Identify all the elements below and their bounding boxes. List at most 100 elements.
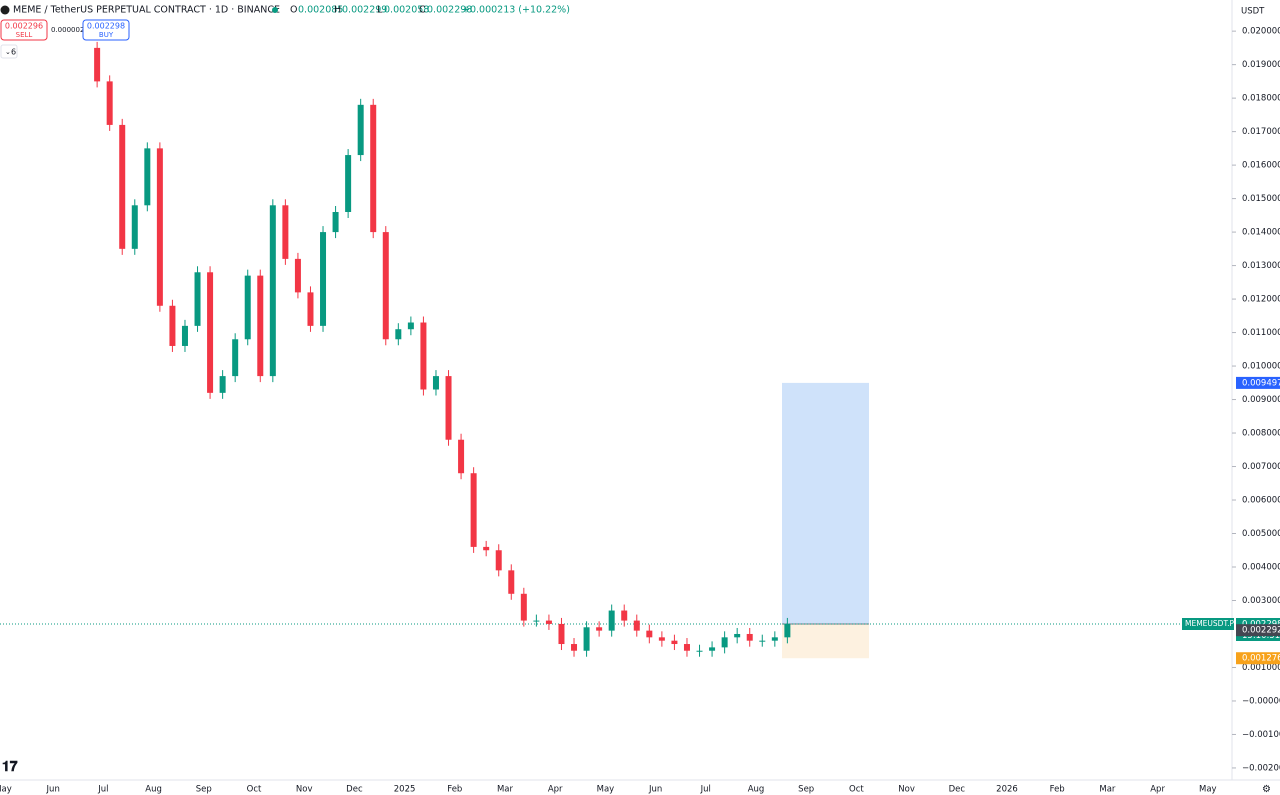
target-tag: 0.009497: [1242, 378, 1280, 388]
buy-button[interactable]: [82, 19, 130, 41]
tv-logo[interactable]: 𝟏𝟕: [2, 759, 18, 775]
y-tick-label: 0.015000: [1242, 194, 1280, 204]
candle-body: [545, 620, 552, 624]
settings-icon[interactable]: ⚙: [1262, 784, 1271, 795]
x-tick-label: Feb: [447, 785, 462, 795]
x-tick-label: Feb: [1050, 785, 1065, 795]
candle-body: [621, 610, 628, 621]
ohlc-open: 0.002085: [298, 5, 343, 16]
candle-body: [194, 272, 201, 326]
y-tick-label: 0.014000: [1242, 228, 1280, 238]
x-tick-label: 2026: [996, 785, 1018, 795]
y-tick-label: 0.019000: [1242, 60, 1280, 70]
x-tick-label: Mar: [497, 785, 514, 795]
candle-body: [207, 272, 214, 393]
buy-label[interactable]: BUY: [99, 31, 114, 39]
candle-body: [294, 258, 301, 293]
candle-body: [119, 124, 126, 249]
candle-body: [445, 376, 452, 440]
candle-body: [633, 620, 640, 631]
market-status: [272, 7, 278, 13]
x-tick-label: Apr: [548, 785, 563, 795]
x-tick-label: May: [597, 785, 615, 795]
candle-body: [608, 610, 615, 631]
ohlc-close: 0.002298: [427, 5, 472, 16]
y-tick-label: 0.004000: [1242, 562, 1280, 572]
candle-body: [232, 339, 239, 377]
y-tick-label: 0.001000: [1242, 663, 1280, 673]
ohlc-h: H: [334, 5, 341, 16]
plot-area: [0, 41, 1232, 659]
sell-price[interactable]: 0.002296: [5, 22, 43, 31]
candle-body: [181, 325, 188, 346]
x-tick-label: Oct: [247, 785, 262, 795]
y-tick-label: 0.011000: [1242, 328, 1280, 338]
x-tick-label: Dec: [949, 785, 966, 795]
sell-label[interactable]: SELL: [16, 31, 33, 39]
symbol-tag-bg: [1182, 618, 1234, 630]
buy-price[interactable]: 0.002298: [87, 22, 125, 31]
candle-body: [357, 104, 364, 156]
ohlc-high: 0.002299: [342, 5, 387, 16]
candle-body: [382, 232, 389, 340]
candle-body: [558, 623, 565, 645]
ohlc-change: +0.000213 (+10.22%): [462, 5, 570, 16]
y-tick-label: 0.008000: [1242, 429, 1280, 439]
candle-body: [370, 104, 377, 233]
ohlc-low: 0.002058: [384, 5, 429, 16]
candle-body: [746, 633, 753, 641]
candle-body: [508, 570, 515, 594]
ohlc-o: O: [290, 5, 297, 16]
candle-body: [658, 637, 665, 641]
candle-body: [345, 155, 352, 212]
x-tick-label: Dec: [346, 785, 363, 795]
candle-body: [495, 550, 502, 571]
x-tick-label: Jul: [700, 785, 711, 795]
candle-body: [571, 644, 578, 651]
loss-zone: [782, 624, 869, 659]
symbol-title[interactable]: MEME / TetherUS PERPETUAL CONTRACT · 1D …: [13, 5, 280, 16]
candle-body: [244, 275, 251, 340]
candle-body: [156, 148, 163, 306]
candle-body: [759, 640, 766, 642]
sell-button[interactable]: [0, 19, 48, 41]
candle-body: [320, 232, 327, 326]
y-tick-label: 0.018000: [1242, 94, 1280, 104]
y-tick-label: 0.006000: [1242, 496, 1280, 506]
x-tick-label: Nov: [296, 785, 313, 795]
candle-body: [395, 329, 402, 340]
currency-label[interactable]: USDT: [1241, 7, 1265, 17]
symbol-icon: [0, 5, 10, 15]
candle-body: [94, 47, 101, 82]
y-tick-label: 0.010000: [1242, 362, 1280, 372]
candle-body: [106, 81, 113, 125]
y-tick-label: 0.012000: [1242, 295, 1280, 305]
bid-tag-bg: [1236, 624, 1280, 637]
x-tick-label: Mar: [1099, 785, 1116, 795]
indicators-count[interactable]: 6: [11, 48, 16, 57]
candle-body: [696, 650, 703, 652]
candle-body: [721, 637, 728, 648]
y-tick-label: 0.003000: [1242, 596, 1280, 606]
ohlc-l: L: [377, 5, 383, 16]
candle-body: [420, 322, 427, 390]
x-tick-label: Sep: [798, 785, 814, 795]
x-tick-label: May: [1199, 785, 1217, 795]
candle-body: [432, 376, 439, 390]
y-tick-label: −0.002000: [1242, 763, 1280, 773]
candle-body: [407, 322, 414, 330]
candle-body: [583, 627, 590, 651]
stop-tag: 0.001276: [1242, 654, 1280, 664]
y-tick-label: 0.020000: [1242, 27, 1280, 37]
y-tick-label: 0.013000: [1242, 261, 1280, 271]
stop-tag-bg: [1236, 652, 1280, 665]
candle-body: [332, 211, 339, 233]
x-tick-label: 2025: [394, 785, 416, 795]
indicators-toggle[interactable]: [0, 44, 18, 59]
y-tick-label: 0.017000: [1242, 127, 1280, 137]
x-tick-label: Aug: [145, 785, 162, 795]
candle-body: [771, 637, 778, 641]
candle-body: [458, 439, 465, 474]
candle-body: [596, 627, 603, 631]
